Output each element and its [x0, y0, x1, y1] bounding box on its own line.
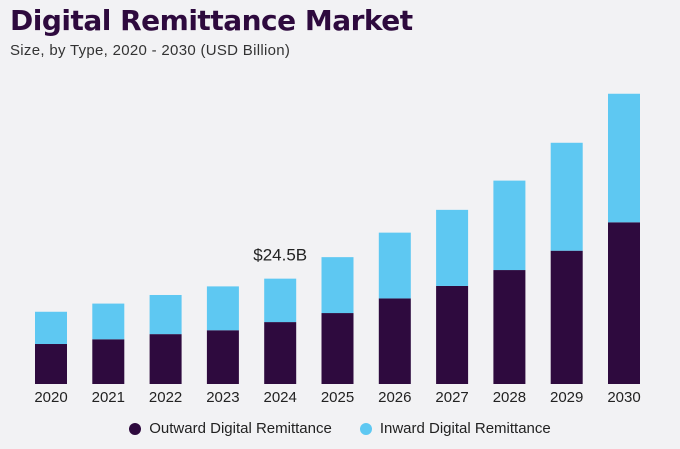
x-tick-label-2030: 2030 [607, 389, 640, 406]
bar-inward-2029 [550, 142, 583, 251]
legend-swatch-inward [359, 422, 372, 435]
x-tick-label-2022: 2022 [149, 389, 182, 406]
bar-outward-2029 [550, 250, 583, 384]
annotation-label-2024: $24.5B [253, 246, 307, 265]
bar-outward-2030 [608, 222, 640, 384]
bar-outward-2020 [35, 344, 67, 384]
bar-outward-2024 [264, 322, 297, 384]
x-tick-label-2024: 2024 [264, 389, 297, 406]
bar-inward-2026 [378, 232, 411, 299]
legend-item-inward: Inward Digital Remittance [359, 420, 551, 437]
chart-legend: Outward Digital Remittance Inward Digita… [0, 420, 680, 437]
bar-inward-2023 [206, 286, 239, 331]
legend-label-inward: Inward Digital Remittance [379, 420, 551, 437]
x-tick-label-2027: 2027 [435, 389, 468, 406]
chart-title: Digital Remittance Market [10, 4, 413, 37]
x-tick-label-2028: 2028 [493, 389, 526, 406]
x-tick-label-2021: 2021 [92, 389, 125, 406]
bar-inward-2020 [35, 311, 67, 345]
bar-outward-2025 [321, 313, 354, 384]
x-tick-label-2029: 2029 [550, 389, 583, 406]
bar-outward-2023 [206, 330, 239, 384]
bar-outward-2027 [436, 285, 469, 384]
bar-inward-2030 [608, 93, 640, 223]
bar-outward-2022 [149, 334, 182, 384]
bar-inward-2027 [436, 209, 469, 286]
chart-subtitle: Size, by Type, 2020 - 2030 (USD Billion) [10, 42, 291, 59]
x-tick-label-2020: 2020 [34, 389, 67, 406]
bar-inward-2022 [149, 294, 182, 335]
legend-swatch-outward [129, 422, 142, 435]
legend-label-outward: Outward Digital Remittance [149, 420, 332, 437]
x-tick-label-2025: 2025 [321, 389, 354, 406]
bar-inward-2024 [264, 278, 297, 323]
x-tick-label-2023: 2023 [206, 389, 239, 406]
bar-inward-2021 [92, 303, 125, 340]
bar-outward-2028 [493, 270, 526, 384]
bar-inward-2028 [493, 180, 526, 271]
bar-outward-2021 [92, 339, 125, 384]
bar-outward-2026 [378, 298, 411, 384]
legend-item-outward: Outward Digital Remittance [129, 420, 332, 437]
x-tick-label-2026: 2026 [378, 389, 411, 406]
bar-inward-2025 [321, 257, 354, 314]
